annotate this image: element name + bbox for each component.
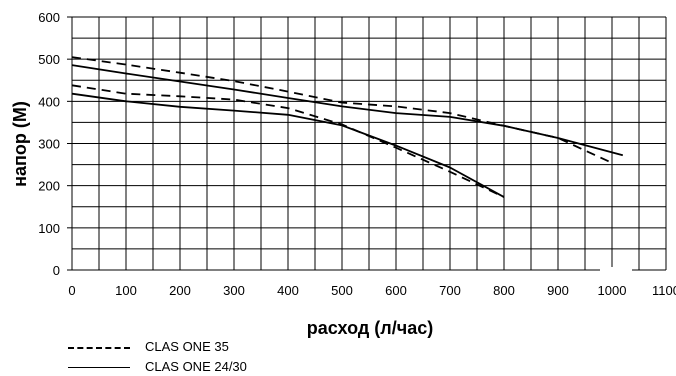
x-axis-title: расход (л/час) xyxy=(307,318,433,338)
series-line xyxy=(71,92,505,198)
x-tick-label: 300 xyxy=(223,283,245,298)
legend-label: CLAS ONE 35 xyxy=(145,339,229,354)
x-tick-label: 700 xyxy=(439,283,461,298)
x-tick-label: 1000 xyxy=(598,283,627,298)
legend-item: CLAS ONE 35 xyxy=(68,338,328,356)
y-tick-label: 0 xyxy=(53,263,60,278)
grid xyxy=(67,16,667,271)
label-mask xyxy=(600,267,632,274)
y-tick-label: 200 xyxy=(38,179,60,194)
x-tick-label: 400 xyxy=(277,283,299,298)
series-line xyxy=(71,84,505,198)
x-tick-label: 800 xyxy=(493,283,515,298)
series-lines xyxy=(71,56,624,198)
y-tick-label: 600 xyxy=(38,10,60,25)
y-tick-label: 100 xyxy=(38,221,60,236)
y-axis-title: напор (М) xyxy=(10,101,30,187)
legend-item: CLAS ONE 24/30 xyxy=(68,358,328,376)
grid-mask xyxy=(600,267,632,274)
legend-swatch-dashed xyxy=(68,347,130,349)
y-tick-label: 300 xyxy=(38,137,60,152)
x-tick-label: 500 xyxy=(331,283,353,298)
x-tick-label: 200 xyxy=(169,283,191,298)
x-tick-label: 0 xyxy=(68,283,75,298)
x-tick-label: 900 xyxy=(547,283,569,298)
legend-label: CLAS ONE 24/30 xyxy=(145,359,247,374)
x-tick-label: 600 xyxy=(385,283,407,298)
series-line xyxy=(71,64,624,157)
x-tick-label: 100 xyxy=(115,283,137,298)
y-tick-label: 400 xyxy=(38,94,60,109)
y-tick-label: 500 xyxy=(38,52,60,67)
legend-swatch-solid xyxy=(68,367,130,368)
